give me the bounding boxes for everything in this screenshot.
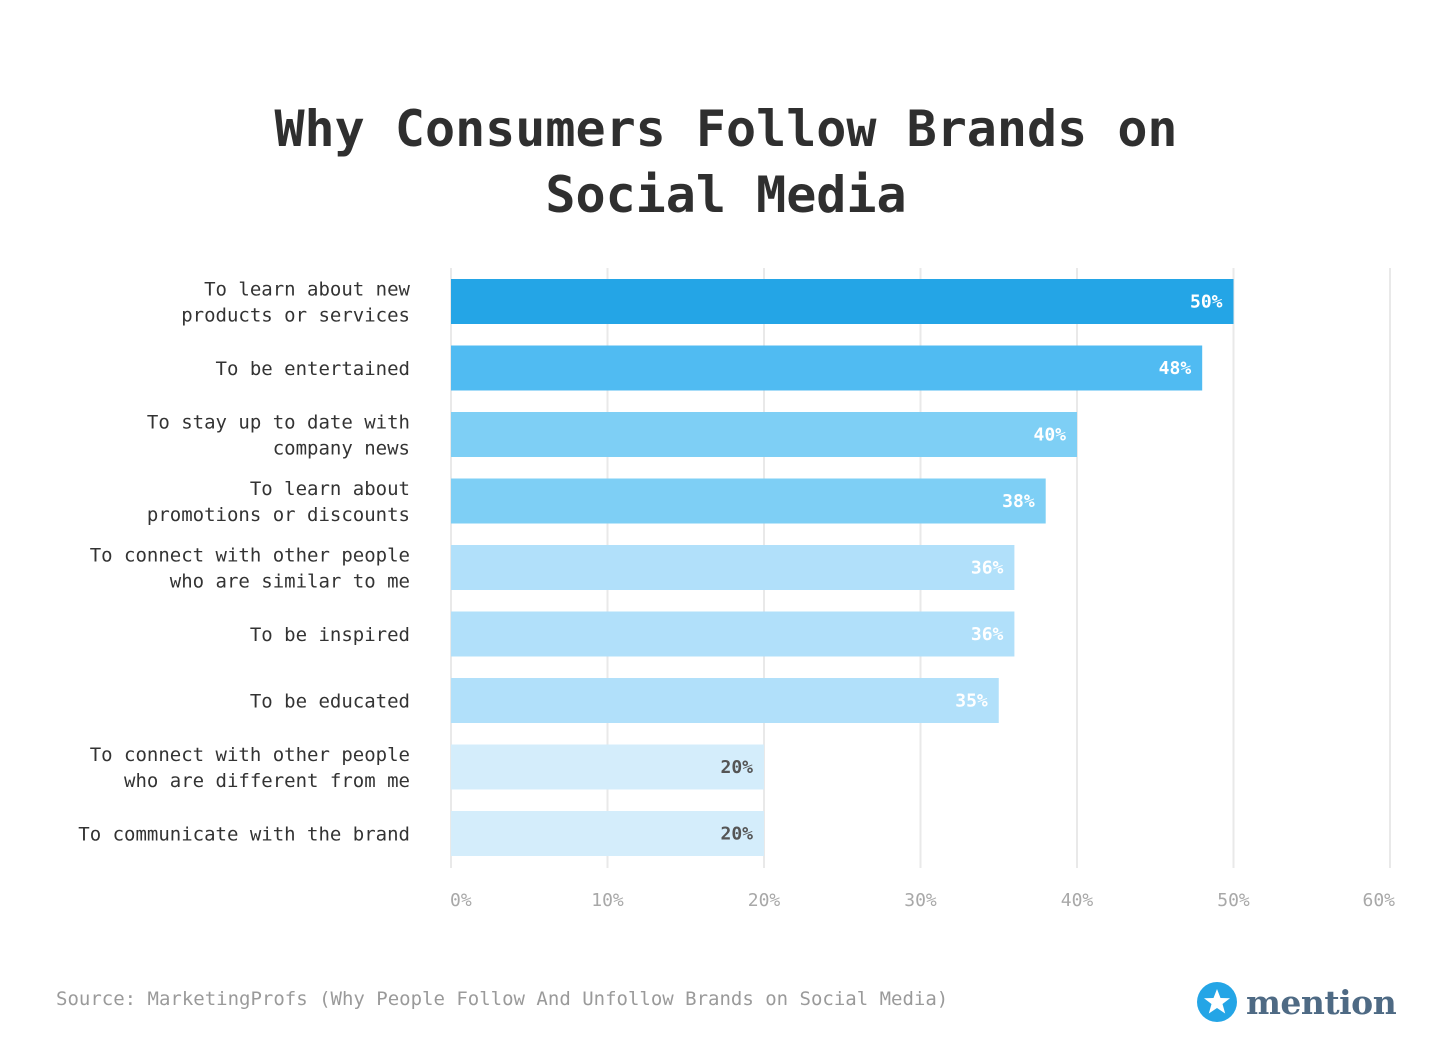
bar-value-label: 38%: [1002, 491, 1035, 512]
category-label-line: To connect with other people: [90, 545, 410, 567]
bar: [451, 412, 1077, 457]
x-tick-label: 0%: [450, 890, 472, 911]
category-label: To learn about new products or services: [181, 279, 410, 327]
chart-title-line-2: Social Media: [545, 166, 907, 224]
bar-value-label: 20%: [720, 757, 753, 778]
x-tick-label: 30%: [904, 890, 937, 911]
category-label-line: To be entertained: [216, 358, 410, 380]
category-label: To stay up to date with company news: [147, 412, 410, 460]
bar: [451, 611, 1015, 657]
bar-value-label: 40%: [1033, 425, 1066, 446]
x-tick-label: 50%: [1217, 890, 1250, 911]
bar: [451, 478, 1046, 524]
category-label-line: products or services: [181, 305, 410, 327]
x-tick-label: 20%: [748, 890, 781, 911]
category-labels: To learn about new products or servicesTo…: [78, 279, 410, 846]
category-label: To be inspired: [250, 624, 410, 646]
category-label-line: who are similar to me: [170, 571, 410, 593]
bar: [451, 744, 764, 790]
chart-title: Why Consumers Follow Brands on Social Me…: [0, 96, 1452, 228]
category-label-line: To stay up to date with: [147, 412, 410, 434]
category-label-line: who are different from me: [124, 770, 410, 792]
category-label: To connect with other people who are diff…: [90, 744, 410, 792]
x-axis-tick-labels: 0% 10% 20% 30% 40% 50% 60%: [450, 890, 1395, 911]
bar-value-label: 36%: [971, 558, 1004, 579]
bar: [451, 279, 1234, 324]
category-label: To be entertained: [216, 358, 410, 380]
category-label-line: promotions or discounts: [147, 504, 410, 526]
source-note: Source: MarketingProfs (Why People Follo…: [56, 988, 949, 1010]
category-label-line: To connect with other people: [90, 744, 410, 766]
category-label-line: To communicate with the brand: [78, 824, 410, 846]
bars: 50% 48% 40% 38% 36% 36% 35% 20% 20%: [451, 279, 1234, 856]
category-label-line: To be educated: [250, 691, 410, 713]
bar: [451, 545, 1015, 590]
category-label-line: company news: [273, 438, 410, 460]
bar-value-label: 20%: [720, 824, 753, 845]
bar: [451, 678, 999, 723]
x-tick-label: 60%: [1362, 890, 1395, 911]
bar: [451, 345, 1203, 391]
x-tick-label: 40%: [1061, 890, 1094, 911]
star-in-circle-icon: [1197, 982, 1237, 1022]
x-tick-label: 10%: [591, 890, 624, 911]
category-label: To be educated: [250, 691, 410, 713]
category-label: To communicate with the brand: [78, 824, 410, 846]
chart-title-line-1: Why Consumers Follow Brands on: [274, 100, 1178, 158]
logo-wordmark: mention: [1246, 982, 1397, 1022]
category-label-line: To learn about new: [204, 279, 410, 301]
bar-value-label: 35%: [955, 691, 988, 712]
category-label-line: To be inspired: [250, 624, 410, 646]
bar-value-label: 36%: [971, 624, 1004, 645]
bar-value-label: 50%: [1190, 292, 1223, 313]
mention-logo: mention: [1196, 980, 1397, 1024]
category-label: To connect with other people who are simi…: [90, 545, 410, 593]
bar-value-label: 48%: [1159, 358, 1192, 379]
bar: [451, 811, 764, 856]
category-label-line: To learn about: [250, 478, 410, 500]
category-label: To learn about promotions or discounts: [147, 478, 410, 526]
